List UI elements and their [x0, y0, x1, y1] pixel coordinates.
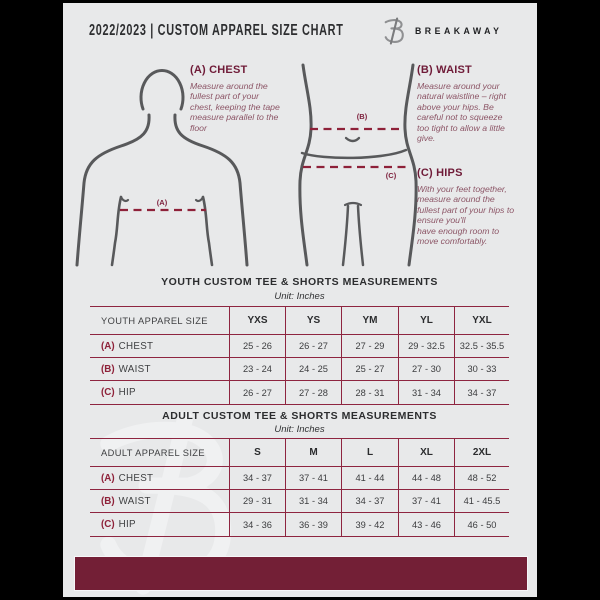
youth-table-title: YOUTH CUSTOM TEE & SHORTS MEASUREMENTS	[161, 276, 438, 288]
size-header-cell: 2XL	[454, 439, 509, 467]
measurement-cell: 30 - 33	[454, 358, 509, 381]
adult-table-title: ADULT CUSTOM TEE & SHORTS MEASUREMENTS	[162, 410, 437, 422]
measurement-cell: 44 - 48	[398, 467, 454, 490]
measurement-row-label: (C) HIP	[90, 381, 229, 405]
waist-marker-label: (B)	[356, 112, 368, 121]
row-key: (C)	[101, 387, 115, 398]
youth-size-table: YOUTH APPAREL SIZE YXS YS YM YL YXL (A) …	[90, 306, 509, 405]
adult-size-column-header: ADULT APPAREL SIZE	[90, 439, 229, 467]
size-header-cell: YM	[341, 307, 398, 335]
measurement-cell: 46 - 50	[454, 513, 509, 537]
size-header-cell: L	[341, 439, 398, 467]
size-header-cell: XL	[398, 439, 454, 467]
row-name: CHEST	[118, 472, 154, 484]
measurement-cell: 26 - 27	[285, 335, 341, 358]
measurement-cell: 43 - 46	[398, 513, 454, 537]
measurement-cell: 31 - 34	[285, 490, 341, 513]
size-header-cell: YXL	[454, 307, 509, 335]
measurement-cell: 26 - 27	[229, 381, 285, 405]
row-key: (A)	[101, 472, 115, 484]
size-chart-flyer: 2022/2023 | CUSTOM APPAREL SIZE CHART BR…	[63, 3, 537, 597]
measurement-cell: 29 - 31	[229, 490, 285, 513]
measurement-cell: 41 - 45.5	[454, 490, 509, 513]
size-header-cell: YXS	[229, 307, 285, 335]
size-header-cell: M	[285, 439, 341, 467]
measurement-cell: 34 - 37	[454, 381, 509, 405]
measurement-row-label: (B) WAIST	[90, 358, 229, 381]
measurement-cell: 34 - 37	[229, 467, 285, 490]
row-key: (A)	[101, 340, 115, 352]
measurement-cell: 39 - 42	[341, 513, 398, 537]
chest-marker-label: (A)	[156, 198, 168, 207]
size-header-cell: S	[229, 439, 285, 467]
measurement-cell: 37 - 41	[398, 490, 454, 513]
row-name: WAIST	[118, 495, 151, 507]
hips-instructions: With your feet together, measure around …	[417, 184, 515, 247]
chest-instructions: Measure around the fullest part of your …	[190, 81, 280, 133]
hips-heading: (C) HIPS	[417, 167, 463, 179]
measurement-cell: 32.5 - 35.5	[454, 335, 509, 358]
measurement-cell: 27 - 29	[341, 335, 398, 358]
measurement-cell: 36 - 39	[285, 513, 341, 537]
youth-unit-label: Unit: Inches	[274, 291, 325, 302]
row-key: (B)	[101, 495, 115, 507]
footer-accent-bar	[74, 556, 528, 591]
row-name: WAIST	[118, 363, 151, 375]
measurement-row-label: (B) WAIST	[90, 490, 229, 513]
measurement-cell: 27 - 30	[398, 358, 454, 381]
measurement-row-label: (C) HIP	[90, 513, 229, 537]
measurement-cell: 25 - 26	[229, 335, 285, 358]
measurement-cell: 48 - 52	[454, 467, 509, 490]
adult-unit-label: Unit: Inches	[274, 424, 325, 435]
lower-body-figure	[298, 63, 418, 267]
adult-size-table: ADULT APPAREL SIZE S M L XL 2XL (A) CHES…	[90, 438, 509, 537]
breakaway-logo-icon	[384, 17, 404, 45]
measurement-cell: 27 - 28	[285, 381, 341, 405]
measurement-row-label: (A) CHEST	[90, 467, 229, 490]
waist-instructions: Measure around your natural waistline – …	[417, 81, 506, 144]
measurement-cell: 37 - 41	[285, 467, 341, 490]
hips-marker-label: (C)	[385, 171, 397, 180]
waist-heading: (B) WAIST	[417, 64, 472, 76]
measurement-cell: 34 - 36	[229, 513, 285, 537]
measurement-cell: 31 - 34	[398, 381, 454, 405]
row-key: (B)	[101, 363, 115, 375]
measurement-cell: 23 - 24	[229, 358, 285, 381]
row-name: HIP	[118, 519, 136, 530]
measurement-cell: 28 - 31	[341, 381, 398, 405]
measurement-cell: 34 - 37	[341, 490, 398, 513]
measurement-cell: 29 - 32.5	[398, 335, 454, 358]
youth-size-column-header: YOUTH APPAREL SIZE	[90, 307, 229, 335]
body-measurement-diagram	[75, 63, 418, 267]
measurement-row-label: (A) CHEST	[90, 335, 229, 358]
measurement-cell: 24 - 25	[285, 358, 341, 381]
size-header-cell: YS	[285, 307, 341, 335]
brand-name: BREAKAWAY	[415, 26, 503, 37]
page-title: 2022/2023 | CUSTOM APPAREL SIZE CHART	[89, 22, 344, 39]
row-key: (C)	[101, 519, 115, 530]
measurement-cell: 41 - 44	[341, 467, 398, 490]
size-header-cell: YL	[398, 307, 454, 335]
measurement-cell: 25 - 27	[341, 358, 398, 381]
chest-heading: (A) CHEST	[190, 64, 248, 76]
measurement-dashed-lines	[120, 127, 409, 212]
row-name: HIP	[118, 387, 136, 398]
row-name: CHEST	[118, 340, 154, 352]
